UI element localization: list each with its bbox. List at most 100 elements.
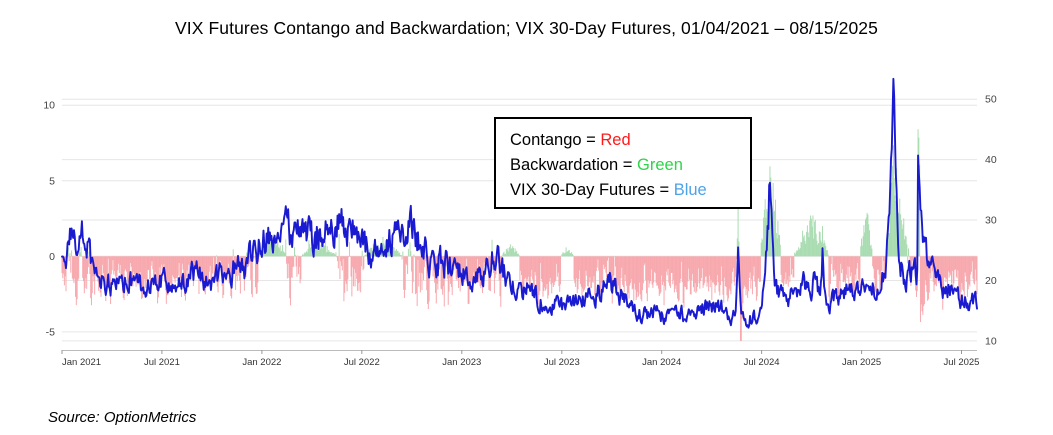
contango-bar bbox=[663, 256, 665, 306]
contango-bar bbox=[974, 256, 976, 270]
contango-bar bbox=[172, 256, 174, 276]
backwardation-bar bbox=[398, 253, 400, 257]
contango-bar bbox=[473, 256, 475, 273]
contango-bar bbox=[125, 256, 127, 269]
contango-bar bbox=[559, 256, 561, 292]
backwardation-bar bbox=[517, 253, 519, 257]
contango-bar bbox=[143, 256, 145, 291]
backwardation-bar bbox=[274, 238, 276, 257]
backwardation-bar bbox=[392, 247, 394, 257]
contango-bar bbox=[600, 256, 602, 302]
backwardation-bar bbox=[827, 254, 829, 257]
contango-bar bbox=[656, 256, 658, 286]
contango-bar bbox=[588, 256, 590, 283]
contango-bar bbox=[229, 256, 231, 284]
backwardation-bar bbox=[507, 248, 509, 257]
contango-bar bbox=[700, 256, 702, 278]
contango-bar bbox=[941, 256, 943, 296]
contango-bar bbox=[745, 256, 747, 296]
contango-bar bbox=[838, 256, 840, 281]
backwardation-bar bbox=[807, 232, 809, 257]
backwardation-bar bbox=[825, 246, 827, 257]
backwardation-bar bbox=[278, 247, 280, 257]
contango-bar bbox=[837, 256, 839, 302]
backwardation-bar bbox=[316, 244, 318, 257]
contango-bar bbox=[411, 256, 413, 294]
contango-bar bbox=[958, 256, 960, 296]
backwardation-bar bbox=[395, 249, 397, 257]
contango-bar bbox=[690, 256, 692, 295]
contango-bar bbox=[442, 256, 444, 295]
backwardation-bar bbox=[308, 240, 310, 257]
backwardation-bar bbox=[79, 252, 81, 257]
contango-bar bbox=[674, 256, 676, 289]
contango-bar bbox=[179, 256, 181, 284]
contango-bar bbox=[952, 256, 954, 290]
contango-bar bbox=[673, 256, 675, 281]
contango-bar bbox=[481, 256, 483, 294]
contango-bar bbox=[296, 256, 298, 277]
backwardation-bar bbox=[810, 218, 812, 257]
contango-bar bbox=[728, 256, 730, 299]
backwardation-bar bbox=[327, 251, 329, 257]
contango-bar bbox=[150, 256, 152, 266]
backwardation-bar bbox=[502, 253, 504, 257]
contango-bar bbox=[353, 256, 355, 270]
contango-bar bbox=[653, 256, 655, 272]
contango-bar bbox=[256, 256, 258, 294]
backwardation-bar bbox=[819, 232, 821, 257]
contango-bar bbox=[685, 256, 687, 290]
contango-bar bbox=[401, 256, 403, 260]
backwardation-bar bbox=[890, 182, 892, 257]
contango-bar bbox=[142, 256, 144, 288]
contango-bar bbox=[189, 256, 191, 265]
contango-bar bbox=[747, 256, 749, 298]
backwardation-bar bbox=[895, 200, 897, 257]
backwardation-bar bbox=[761, 238, 763, 257]
contango-bar bbox=[464, 256, 466, 268]
backwardation-bar bbox=[67, 247, 69, 257]
contango-bar bbox=[626, 256, 628, 301]
backwardation-bar bbox=[810, 215, 812, 257]
contango-bar bbox=[340, 256, 342, 262]
contango-bar bbox=[94, 256, 96, 276]
x-axis-tick-label: Jan 2024 bbox=[642, 357, 681, 368]
backwardation-bar bbox=[763, 209, 765, 257]
backwardation-bar bbox=[399, 255, 401, 257]
contango-bar bbox=[587, 256, 589, 287]
contango-bar bbox=[130, 256, 132, 267]
backwardation-bar bbox=[779, 234, 781, 257]
backwardation-bar bbox=[823, 240, 825, 257]
backwardation-bar bbox=[388, 248, 390, 257]
contango-bar bbox=[601, 256, 603, 283]
contango-bar bbox=[524, 256, 526, 278]
contango-bar bbox=[185, 256, 187, 278]
contango-bar bbox=[447, 256, 449, 305]
backwardation-bar bbox=[69, 253, 71, 257]
contango-bar bbox=[793, 256, 795, 278]
contango-bar bbox=[117, 256, 119, 271]
contango-bar bbox=[668, 256, 670, 283]
contango-bar bbox=[683, 256, 685, 308]
right-axis-tick-label: 20 bbox=[985, 275, 997, 287]
contango-bar bbox=[602, 256, 604, 282]
contango-bar bbox=[614, 256, 616, 267]
contango-bar bbox=[75, 256, 77, 297]
contango-bar bbox=[493, 256, 495, 294]
contango-bar bbox=[609, 256, 611, 272]
contango-bar bbox=[558, 256, 560, 287]
contango-bar bbox=[923, 256, 925, 305]
contango-bar bbox=[341, 256, 343, 266]
contango-bar bbox=[337, 256, 339, 262]
contango-bar bbox=[943, 256, 945, 278]
contango-bar bbox=[605, 256, 607, 273]
contango-bar bbox=[841, 256, 843, 270]
backwardation-bar bbox=[816, 240, 818, 257]
contango-bar bbox=[835, 256, 837, 274]
contango-bar bbox=[519, 256, 521, 281]
contango-bar bbox=[483, 256, 485, 263]
contango-bar bbox=[138, 256, 140, 285]
contango-bar bbox=[637, 256, 639, 292]
contango-bar bbox=[701, 256, 703, 269]
backwardation-bar bbox=[510, 248, 512, 257]
